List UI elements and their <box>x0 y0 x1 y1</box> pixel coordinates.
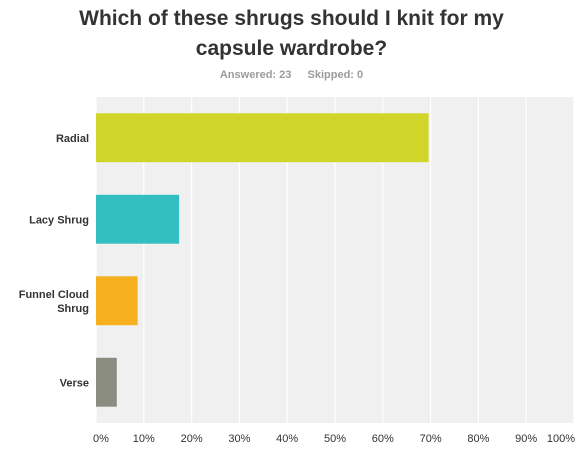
answered-count: Answered: 23 <box>219 69 292 81</box>
category-label: Funnel Cloud Shrug <box>19 289 89 315</box>
x-tick-label: 30% <box>228 433 250 445</box>
x-tick-label: 100% <box>547 433 575 445</box>
x-tick-label: 70% <box>420 433 442 445</box>
bar-funnel-cloud-shrug <box>96 276 138 326</box>
x-tick-label: 10% <box>133 433 155 445</box>
bar-lacy-shrug <box>96 194 180 244</box>
x-tick-label: 40% <box>276 433 298 445</box>
chart-title: Which of these shrugs should I knit for … <box>79 7 504 60</box>
response-stats: Answered: 23 Skipped: 0 <box>0 69 583 81</box>
category-label: Verse <box>60 377 89 389</box>
x-tick-label: 20% <box>181 433 203 445</box>
skipped-count: Skipped: 0 <box>307 69 364 81</box>
x-tick-label: 90% <box>515 433 537 445</box>
category-label: Radial <box>56 133 89 145</box>
x-tick-label: 0% <box>93 433 109 445</box>
x-tick-label: 60% <box>372 433 394 445</box>
x-tick-label: 80% <box>467 433 489 445</box>
bar-verse <box>96 357 117 407</box>
x-tick-label: 50% <box>324 433 346 445</box>
bar-radial <box>96 113 429 163</box>
category-label: Lacy Shrug <box>29 214 89 226</box>
